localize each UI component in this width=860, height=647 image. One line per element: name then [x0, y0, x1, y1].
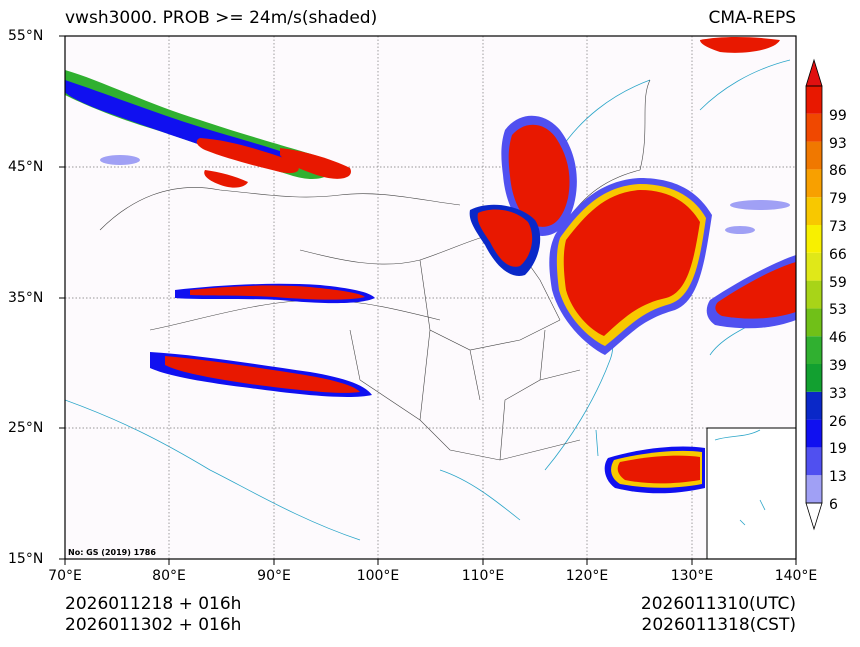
- init-time-cst: 2026011302 + 016h: [65, 615, 242, 635]
- axis-ticks: [59, 35, 797, 565]
- colorbar-tick-label: 13: [829, 469, 847, 486]
- lon-label-140: 140°E: [774, 568, 818, 584]
- colorbar-segment: [806, 419, 822, 448]
- prob-region-bohai-core: [477, 209, 533, 267]
- prob-speckle: [100, 155, 140, 165]
- colorbar: [805, 58, 823, 531]
- lon-label-80: 80°E: [152, 568, 186, 584]
- colorbar-tick-label: 33: [829, 385, 847, 402]
- colorbar-outline: [805, 85, 823, 504]
- colorbar-segment: [806, 113, 822, 142]
- colorbar-tick-label: 66: [829, 246, 847, 263]
- colorbar-segment: [806, 141, 822, 170]
- prob-region-northeast-core: [508, 124, 570, 227]
- map-title: vwsh3000. PROB >= 24m/s(shaded): [65, 8, 378, 28]
- lon-label-110: 110°E: [461, 568, 505, 584]
- prob-region-scs-core: [617, 455, 700, 484]
- map-approval-note: No: GS (2019) 1786: [68, 548, 156, 557]
- lon-label-130: 130°E: [670, 568, 714, 584]
- prob-region-northwest-red-3: [204, 170, 248, 188]
- colorbar-tick-label: 73: [829, 219, 847, 235]
- colorbar-segment: [806, 225, 822, 253]
- lon-label-90: 90°E: [257, 568, 291, 584]
- prob-region-north-china-core: [563, 190, 700, 336]
- lat-label-35: 35°N: [8, 290, 44, 306]
- prob-region-tibet-south-core: [165, 356, 360, 393]
- prob-region-northwest-blue: [65, 80, 300, 167]
- colorbar-tick-label: 19: [829, 441, 847, 458]
- colorbar-segment: [806, 197, 822, 225]
- prob-speckle: [730, 200, 790, 210]
- colorbar-segment: [806, 169, 822, 198]
- colorbar-segment: [806, 447, 822, 476]
- colorbar-segment: [806, 336, 822, 364]
- colorbar-under-triangle: [805, 502, 823, 531]
- colorbar-tick-label: 39: [829, 358, 847, 374]
- inset-coastline: [714, 429, 766, 526]
- colorbar-segment: [806, 280, 822, 309]
- colorbar-tick-label: 53: [829, 302, 847, 319]
- prob-region-northwest-red-2: [280, 148, 351, 179]
- colorbar-tick-label: 26: [829, 413, 847, 430]
- lon-label-120: 120°E: [565, 568, 609, 584]
- colorbar-tick-label: 99: [829, 107, 847, 124]
- colorbar-tick-label: 6: [829, 497, 838, 513]
- colorbar-over-triangle: [805, 58, 823, 87]
- valid-time-cst: 2026011318(CST): [641, 615, 796, 635]
- lon-label-70: 70°E: [48, 568, 82, 584]
- init-time-block: 2026011218 + 016h 2026011302 + 016h: [65, 594, 241, 636]
- colorbar-tick-label: 86: [829, 163, 847, 180]
- colorbar-segment: [806, 86, 822, 114]
- lat-label-25: 25°N: [8, 420, 44, 436]
- prob-region-korea-core: [715, 262, 796, 319]
- prob-region-northwest-red: [196, 138, 299, 174]
- lon-label-100: 100°E: [356, 568, 400, 584]
- valid-time-block: 2026011310(UTC) 2026011318(CST): [641, 594, 796, 636]
- init-time-utc: 2026011218 + 016h: [65, 594, 242, 614]
- prob-region-tibet-north-core: [190, 285, 365, 300]
- inset-box: [706, 427, 797, 560]
- lat-label-45: 45°N: [8, 159, 44, 175]
- lat-label-15: 15°N: [8, 551, 44, 567]
- model-name: CMA-REPS: [708, 8, 796, 28]
- colorbar-segment: [806, 252, 822, 281]
- lat-label-55: 55°N: [8, 28, 44, 44]
- valid-time-utc: 2026011310(UTC): [640, 594, 796, 614]
- colorbar-tick-label: 46: [829, 330, 847, 347]
- colorbar-tick-label: 79: [829, 191, 847, 208]
- prob-speckle: [725, 226, 755, 234]
- colorbar-segment: [806, 308, 822, 337]
- probability-shading: [65, 37, 796, 494]
- colorbar-tick-label: 93: [829, 135, 847, 152]
- colorbar-segment: [806, 364, 822, 392]
- prob-region-north-edge: [700, 37, 780, 53]
- colorbar-segment: [806, 391, 822, 420]
- colorbar-tick-label: 59: [829, 274, 847, 291]
- colorbar-segment: [806, 475, 822, 503]
